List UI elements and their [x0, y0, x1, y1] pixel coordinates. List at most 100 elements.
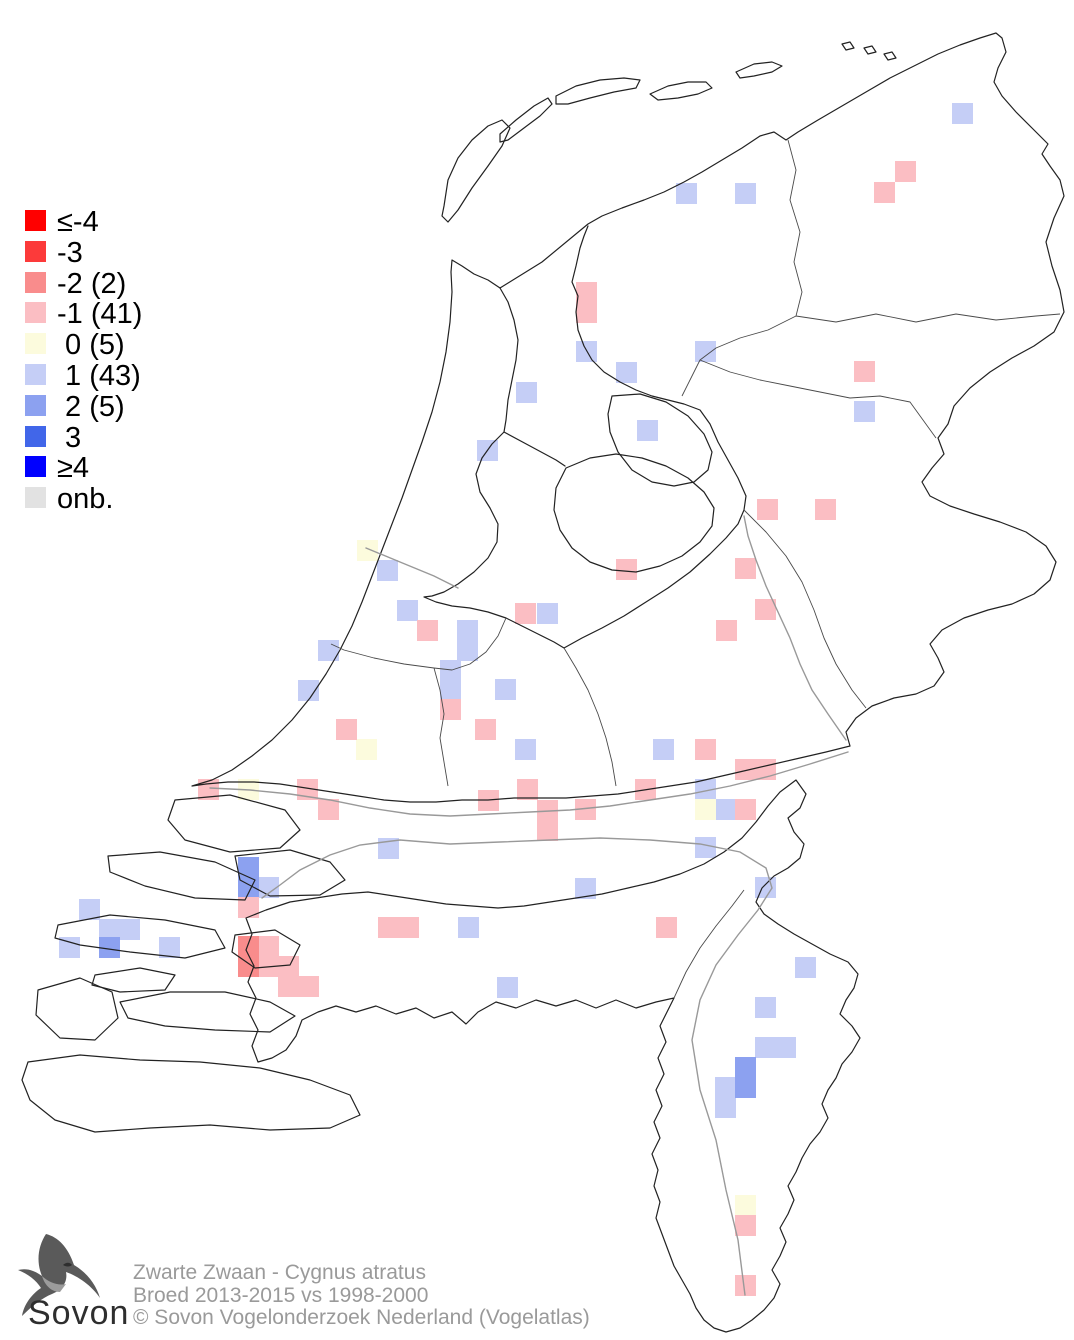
- grid-square: [715, 1077, 736, 1098]
- ameland: [649, 81, 713, 101]
- grid-square: [854, 401, 875, 422]
- grid-square: [695, 341, 716, 362]
- grid-square: [735, 1275, 756, 1296]
- vlieland: [499, 97, 553, 143]
- goeree-overflakkee: [107, 851, 256, 901]
- legend-label: 2 (5): [57, 390, 125, 423]
- grid-square: [576, 282, 597, 303]
- grid-square: [238, 936, 259, 957]
- grid-square: [457, 620, 478, 641]
- grid-square: [495, 679, 516, 700]
- grid-square: [398, 917, 419, 938]
- province-borders-north: [681, 139, 1061, 709]
- river-ijssel: [743, 515, 847, 741]
- noordzeekanaal: [365, 547, 459, 589]
- hoeksche-waard: [234, 849, 346, 897]
- schiermonnikoog: [735, 61, 783, 79]
- river-maas: [261, 837, 773, 1296]
- noord-beveland: [91, 967, 176, 993]
- rottum-islets: [841, 41, 897, 61]
- grid-square: [417, 620, 438, 641]
- noordoostpolder: [607, 393, 713, 487]
- grid-square: [515, 739, 536, 760]
- river-waal: [209, 751, 849, 817]
- caption-species: Zwarte Zwaan - Cygnus atratus: [133, 1261, 426, 1284]
- grid-square: [79, 899, 100, 920]
- legend-swatch: [25, 487, 46, 509]
- grid-square: [755, 1037, 776, 1058]
- grid-square: [159, 937, 180, 958]
- grid-square: [795, 957, 816, 978]
- grid-square: [616, 362, 637, 383]
- legend-swatch: [25, 394, 46, 416]
- grid-square: [497, 977, 518, 998]
- grid-square: [99, 919, 120, 940]
- grid-square: [458, 917, 479, 938]
- grid-square: [537, 603, 558, 624]
- caption-period: Broed 2013-2015 vs 1998-2000: [133, 1283, 429, 1307]
- grid-square: [278, 956, 299, 977]
- grid-square: [735, 1195, 756, 1216]
- grid-square: [336, 719, 357, 740]
- grid-square: [616, 559, 637, 580]
- grid-square: [457, 640, 478, 661]
- grid-square: [575, 799, 596, 820]
- legend-label: -2 (2): [57, 267, 127, 300]
- grid-square: [99, 937, 120, 958]
- grid-square: [715, 1097, 736, 1118]
- grid-square: [735, 183, 756, 204]
- legend-swatch: [25, 363, 46, 385]
- sovon-logo-text: Sovon: [28, 1294, 130, 1332]
- grid-square: [440, 660, 461, 681]
- grid-square: [735, 1215, 756, 1236]
- terschelling: [555, 77, 641, 105]
- grid-square: [757, 499, 778, 520]
- grid-square: [517, 779, 538, 800]
- legend-label: onb.: [57, 483, 114, 516]
- grid-square: [695, 779, 716, 800]
- grid-square: [695, 837, 716, 858]
- grid-square: [297, 779, 318, 800]
- grid-square: [238, 956, 259, 977]
- grid-square: [318, 799, 339, 820]
- schouwen-duiveland: [54, 914, 226, 959]
- legend-label: -1 (41): [57, 298, 143, 331]
- legend-label: 1 (43): [57, 359, 141, 392]
- texel: [441, 119, 511, 223]
- grid-square: [653, 739, 674, 760]
- grid-square: [735, 1057, 756, 1078]
- sovon-logo-bird-icon: [18, 1234, 100, 1316]
- grid-square: [676, 183, 697, 204]
- grid-square: [755, 599, 776, 620]
- grid-square: [695, 739, 716, 760]
- grid-square: [278, 976, 299, 997]
- grid-square: [815, 499, 836, 520]
- grid-square: [298, 976, 319, 997]
- sovon-logo: Sovon: [8, 1232, 133, 1336]
- grid-square: [515, 603, 536, 624]
- grid-square: [755, 997, 776, 1018]
- legend-swatch: [25, 456, 46, 478]
- mainland-north-outline: [191, 32, 1065, 803]
- grid-square: [377, 560, 398, 581]
- grid-square: [356, 739, 377, 760]
- grid-square: [397, 600, 418, 621]
- mainland-south-outline: [245, 779, 861, 1333]
- grid-square: [575, 878, 596, 899]
- legend-swatch: [25, 271, 46, 293]
- legend-swatch: [25, 210, 46, 231]
- province-borders-mid: [330, 617, 745, 999]
- grid-square: [475, 719, 496, 740]
- grid-square: [735, 759, 756, 780]
- voorne-putten: [167, 794, 301, 853]
- grid-square: [378, 838, 399, 859]
- tholen: [231, 929, 301, 969]
- grid-square: [119, 919, 140, 940]
- legend-label: ≥4: [57, 452, 90, 485]
- caption-block: Zwarte Zwaan - Cygnus atratus Broed 2013…: [133, 1261, 590, 1330]
- legend-swatch: [25, 425, 46, 447]
- grid-square: [735, 799, 756, 820]
- legend-label: ≤-4: [57, 206, 99, 238]
- grid-square: [238, 857, 259, 878]
